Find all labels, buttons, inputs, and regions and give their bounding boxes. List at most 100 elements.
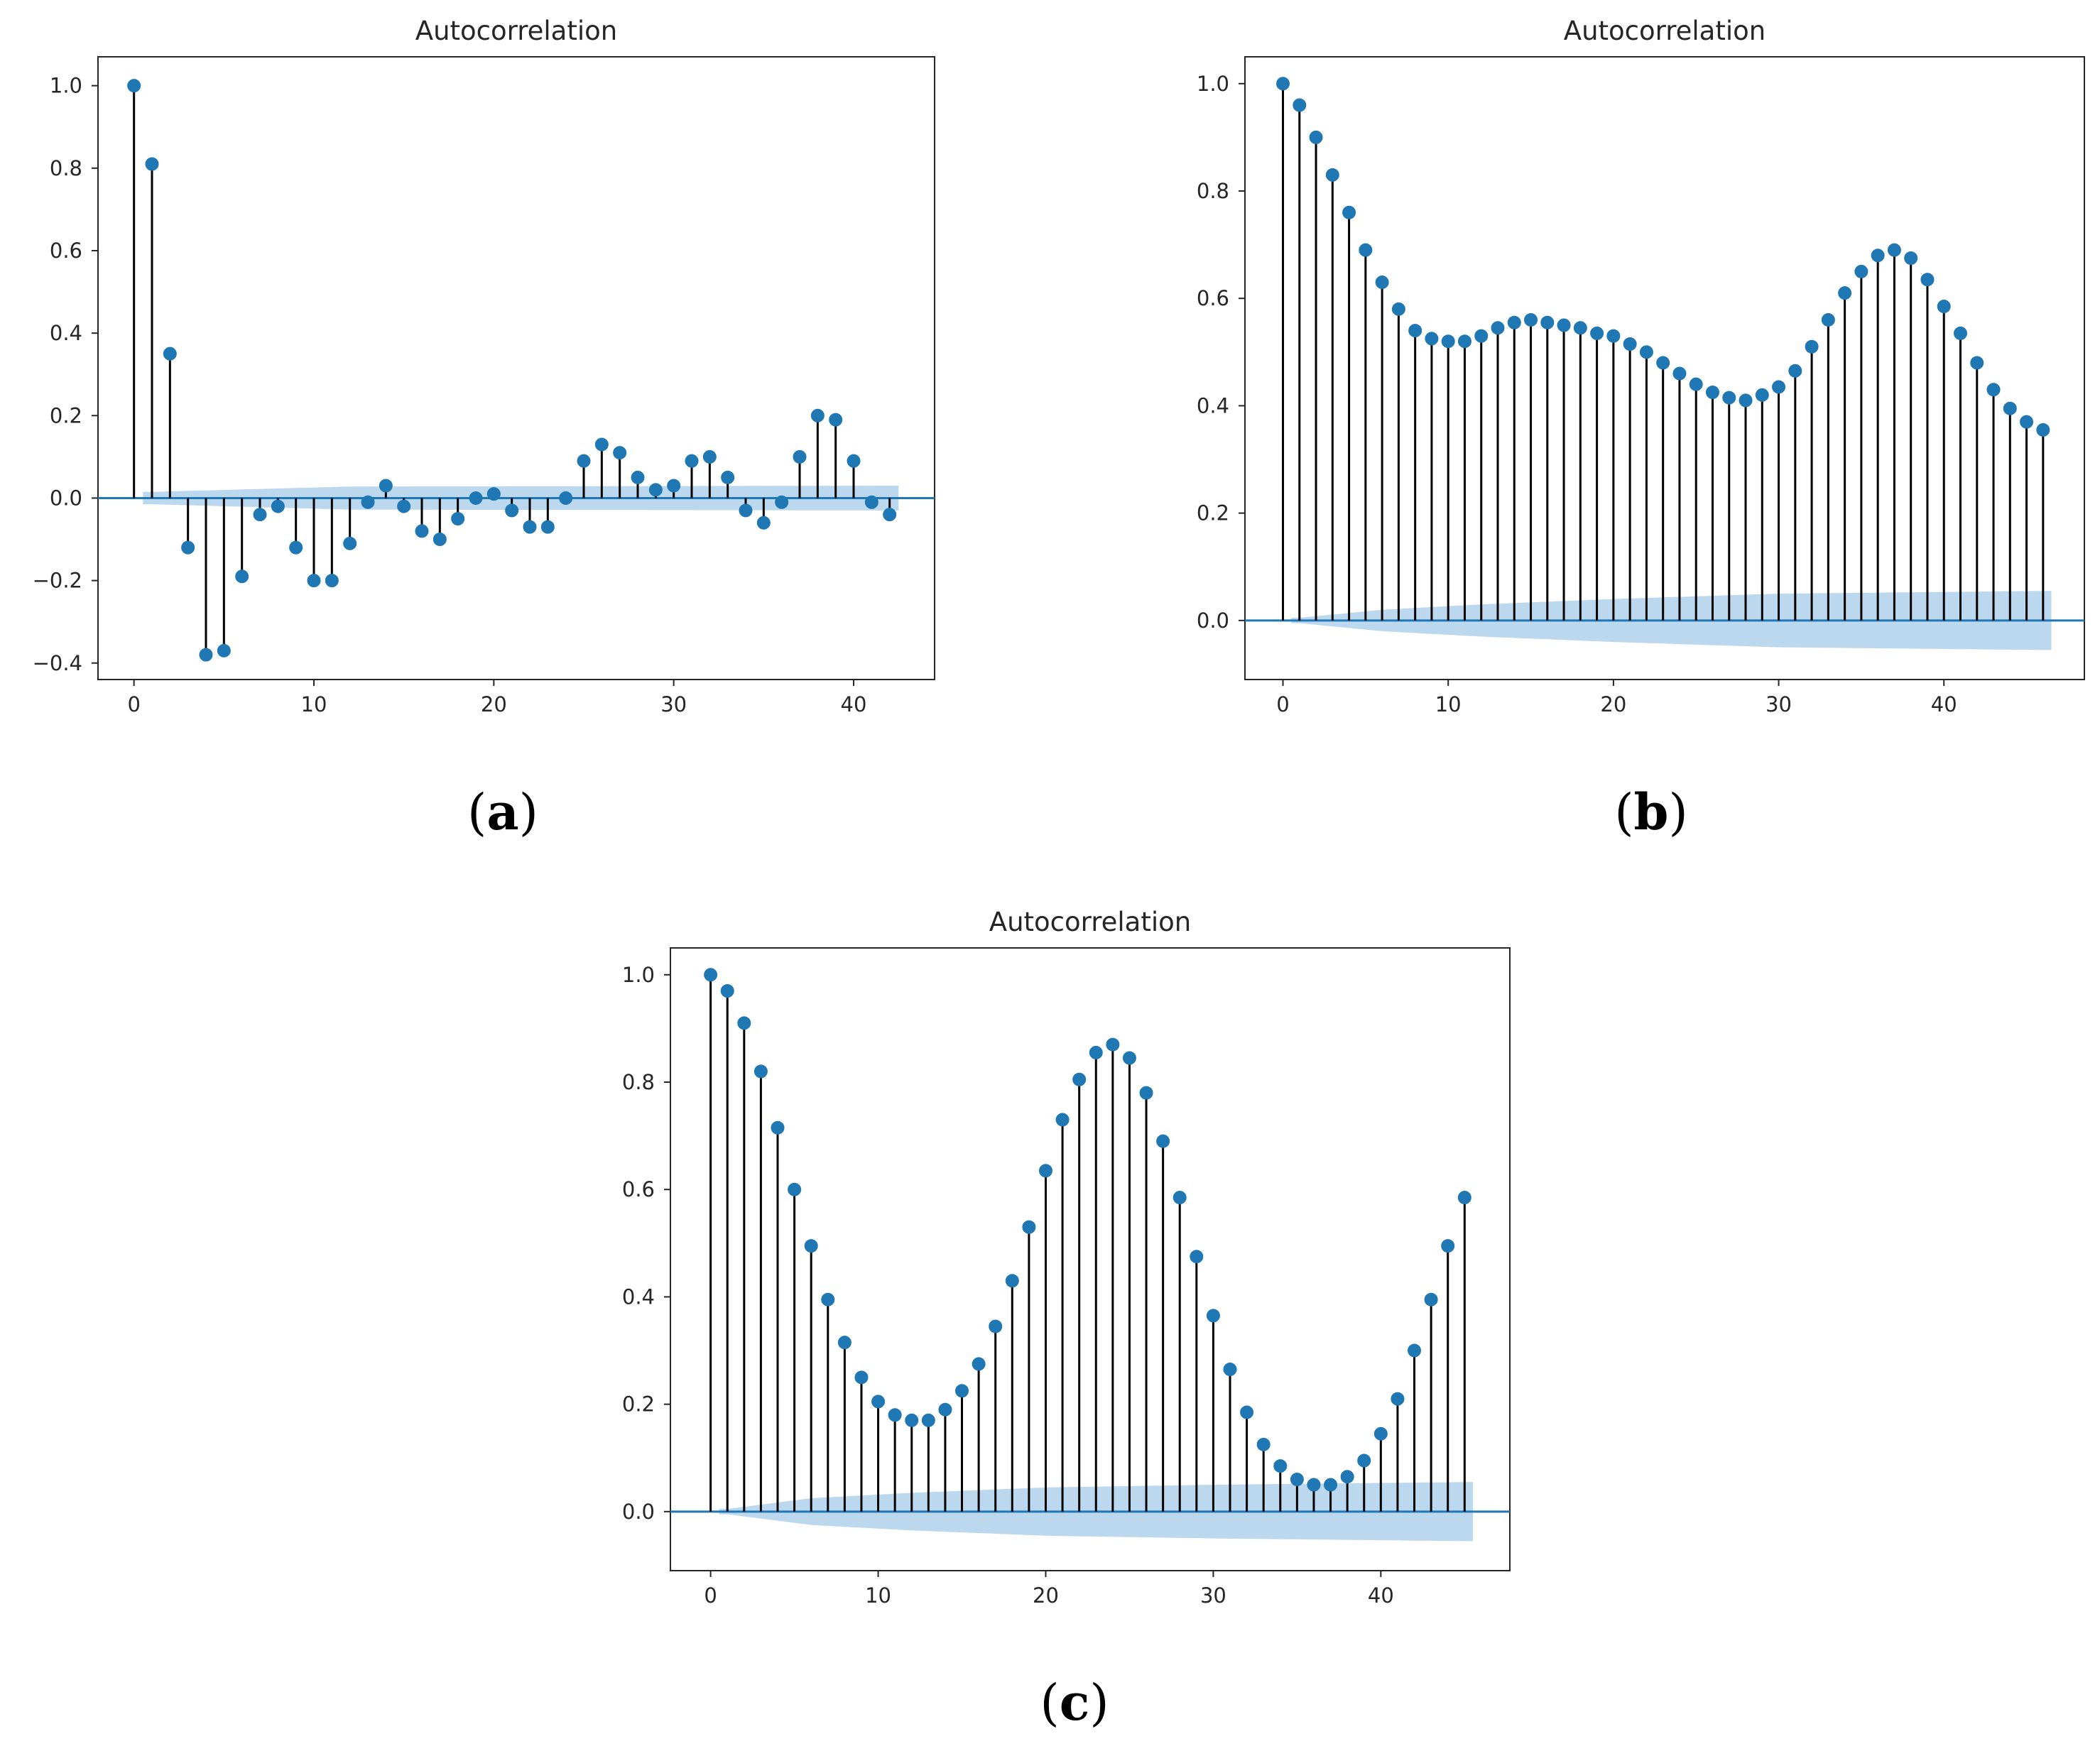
- y-tick-label-a-4: 0.4: [50, 321, 82, 345]
- acf-marker-c-lag-38: [1340, 1470, 1354, 1484]
- acf-marker-b-lag-28: [1739, 393, 1753, 408]
- acf-marker-a-lag-26: [594, 437, 609, 452]
- acf-marker-b-lag-4: [1342, 205, 1356, 219]
- acf-marker-c-lag-12: [905, 1413, 919, 1427]
- y-tick-label-a-2: 0.0: [50, 486, 82, 510]
- acf-marker-b-lag-38: [1904, 251, 1918, 266]
- acf-marker-c-lag-13: [921, 1413, 935, 1427]
- acf-marker-a-lag-5: [217, 643, 231, 658]
- acf-marker-c-lag-11: [888, 1408, 902, 1422]
- acf-marker-b-lag-15: [1524, 312, 1538, 327]
- acf-marker-a-lag-21: [505, 503, 519, 518]
- acf-marker-a-lag-39: [829, 413, 843, 427]
- acf-marker-c-lag-42: [1408, 1343, 1422, 1358]
- acf-marker-c-lag-43: [1424, 1292, 1438, 1307]
- acf-marker-a-lag-20: [486, 487, 501, 501]
- acf-marker-b-lag-18: [1573, 321, 1587, 335]
- y-tick-label-b-4: 0.8: [1197, 179, 1229, 203]
- plot-frame-a: [97, 56, 935, 680]
- x-tick-label-c-30: 30: [1200, 1583, 1226, 1608]
- x-axis-ticks-a: 0 10 20 30 40: [127, 680, 866, 716]
- acf-marker-b-lag-44: [2003, 401, 2017, 415]
- acf-marker-a-lag-23: [540, 520, 555, 534]
- acf-marker-b-lag-46: [2036, 422, 2050, 437]
- acf-marker-b-lag-17: [1557, 318, 1571, 332]
- chart-title-a: Autocorrelation: [415, 16, 617, 46]
- acf-marker-b-lag-14: [1507, 315, 1521, 329]
- acf-stems-a: [127, 79, 897, 662]
- acf-marker-b-lag-24: [1672, 366, 1687, 381]
- acf-marker-c-lag-14: [938, 1402, 952, 1417]
- y-tick-label-b-0: 0.0: [1197, 609, 1229, 633]
- x-tick-label-b-40: 40: [1931, 692, 1957, 716]
- x-tick-label-c-0: 0: [704, 1583, 717, 1608]
- acf-marker-b-lag-33: [1821, 312, 1835, 327]
- acf-marker-c-lag-5: [788, 1182, 802, 1196]
- acf-marker-b-lag-37: [1887, 243, 1901, 257]
- x-tick-label-c-40: 40: [1368, 1583, 1394, 1608]
- acf-marker-b-lag-30: [1772, 380, 1786, 394]
- acf-marker-c-lag-0: [704, 968, 718, 982]
- acf-marker-b-lag-26: [1705, 386, 1719, 400]
- y-axis-ticks-b: 0.0 0.2 0.4 0.6 0.8 1.0: [1197, 72, 1245, 633]
- acf-marker-c-lag-35: [1290, 1472, 1304, 1486]
- acf-marker-a-lag-25: [577, 454, 591, 468]
- acf-marker-a-lag-30: [667, 479, 681, 493]
- acf-marker-a-lag-16: [415, 524, 429, 538]
- acf-marker-b-lag-32: [1805, 339, 1819, 354]
- y-tick-label-c-4: 0.8: [622, 1070, 655, 1094]
- acf-marker-b-lag-12: [1474, 329, 1489, 343]
- acf-marker-c-lag-26: [1139, 1086, 1153, 1100]
- acf-marker-c-lag-24: [1106, 1037, 1120, 1052]
- acf-marker-a-lag-36: [775, 495, 789, 509]
- acf-marker-c-lag-39: [1357, 1453, 1371, 1468]
- y-tick-label-b-3: 0.6: [1197, 286, 1229, 310]
- acf-marker-a-lag-34: [739, 503, 753, 518]
- acf-marker-b-lag-42: [1970, 356, 1984, 370]
- acf-marker-a-lag-6: [235, 569, 249, 584]
- acf-marker-b-lag-8: [1408, 324, 1422, 338]
- acf-marker-b-lag-34: [1838, 286, 1852, 300]
- acf-marker-a-lag-8: [271, 499, 285, 513]
- acf-marker-a-lag-3: [181, 540, 195, 555]
- acf-marker-a-lag-38: [810, 408, 825, 422]
- y-tick-label-c-1: 0.2: [622, 1392, 655, 1417]
- acf-marker-b-lag-2: [1309, 130, 1323, 144]
- acf-marker-a-lag-17: [432, 533, 447, 547]
- acf-marker-c-lag-27: [1156, 1134, 1170, 1148]
- y-tick-label-c-0: 0.0: [622, 1500, 655, 1524]
- x-tick-label-a-10: 10: [301, 692, 327, 716]
- acf-marker-c-lag-31: [1223, 1362, 1237, 1376]
- acf-marker-b-lag-35: [1854, 264, 1868, 278]
- acf-marker-c-lag-10: [871, 1395, 886, 1409]
- y-tick-label-c-3: 0.6: [622, 1177, 655, 1201]
- x-tick-label-b-10: 10: [1435, 692, 1462, 716]
- acf-stems-b: [1276, 77, 2050, 621]
- acf-marker-c-lag-17: [989, 1319, 1003, 1333]
- acf-marker-c-lag-16: [972, 1357, 986, 1371]
- acf-marker-b-lag-21: [1623, 337, 1637, 351]
- acf-marker-a-lag-32: [702, 449, 717, 464]
- acf-marker-a-lag-31: [685, 454, 699, 468]
- acf-marker-c-lag-23: [1089, 1045, 1103, 1059]
- acf-panel-b: Autocorrelation 0 10 20 30 40 0.00.20.40.60.…: [1197, 16, 2085, 841]
- panel-label-a: (a): [467, 782, 538, 841]
- acf-marker-a-lag-2: [163, 347, 177, 361]
- acf-marker-c-lag-6: [804, 1239, 818, 1253]
- y-tick-label-b-5: 1.0: [1197, 72, 1229, 96]
- acf-marker-c-lag-18: [1005, 1274, 1019, 1288]
- acf-marker-b-lag-25: [1689, 377, 1703, 391]
- acf-marker-c-lag-20: [1038, 1164, 1052, 1178]
- y-tick-label-a-3: 0.2: [50, 403, 82, 427]
- acf-marker-b-lag-10: [1441, 334, 1455, 349]
- acf-marker-b-lag-7: [1391, 302, 1405, 316]
- y-axis-ticks-a: −0.4 −0.2 0.0 0.2 0.4 0.6 0.8 1.0: [33, 74, 98, 675]
- acf-marker-a-lag-22: [523, 520, 537, 534]
- acf-marker-a-lag-35: [756, 516, 771, 530]
- acf-marker-a-lag-10: [307, 574, 321, 588]
- acf-marker-b-lag-23: [1656, 356, 1670, 370]
- plot-frame-b: [1244, 56, 2085, 680]
- acf-marker-c-lag-34: [1273, 1459, 1288, 1473]
- y-axis-ticks-c: 0.0 0.2 0.4 0.6 0.8 1.0: [622, 963, 670, 1524]
